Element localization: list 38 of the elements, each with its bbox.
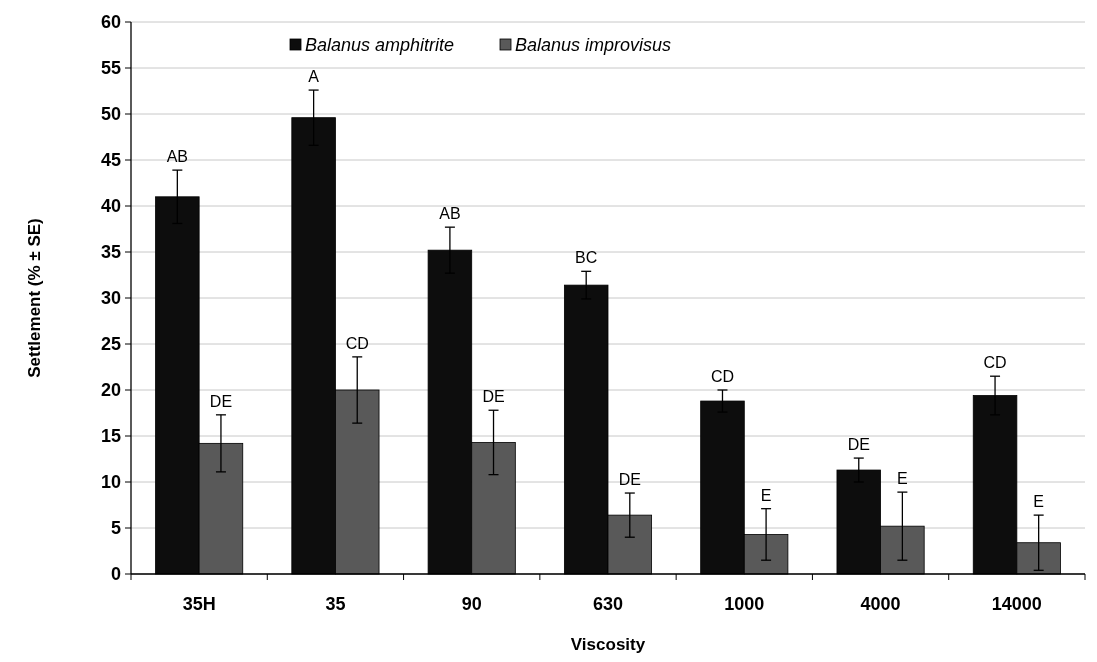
data-label: E [897, 470, 908, 488]
y-tick-label: 35 [100, 242, 121, 263]
data-label: AB [439, 205, 461, 223]
legend-label: Balanus improvisus [515, 35, 672, 56]
y-tick-label: 0 [110, 564, 121, 585]
y-tick-label: 30 [100, 288, 121, 309]
x-tick-label: 14000 [991, 594, 1042, 614]
x-tick-label: 630 [592, 594, 624, 614]
data-label: DE [482, 388, 505, 406]
y-tick-label: 50 [100, 104, 121, 125]
y-axis-title: Settlement (% ± SE) [25, 218, 44, 378]
legend-label: Balanus amphitrite [305, 35, 455, 56]
data-label: DE [847, 436, 870, 454]
y-tick-label: 5 [110, 518, 121, 539]
data-label: DE [618, 471, 641, 489]
x-tick-label: 1000 [724, 594, 765, 614]
y-tick-label: 45 [100, 150, 121, 171]
data-label: DE [209, 392, 233, 410]
x-axis-title: Viscosity [570, 635, 646, 654]
y-tick-label: 10 [100, 472, 121, 493]
data-label: AB [166, 148, 189, 166]
x-tick-label: 35H [182, 594, 216, 614]
y-tick-label: 60 [100, 12, 121, 33]
x-tick-label: 35 [325, 594, 346, 614]
data-label: CD [710, 368, 735, 385]
data-label: E [760, 486, 772, 504]
x-tick-label: 4000 [860, 594, 901, 614]
y-tick-label: 15 [100, 426, 121, 447]
data-label: E [1033, 493, 1044, 511]
data-label: A [308, 68, 320, 86]
y-tick-label: 25 [100, 334, 121, 355]
data-label: BC [575, 249, 598, 267]
y-tick-label: 20 [100, 380, 121, 401]
data-label: CD [983, 354, 1007, 372]
x-tick-label: 90 [461, 594, 482, 614]
y-tick-label: 55 [100, 58, 121, 79]
y-tick-label: 40 [100, 196, 121, 217]
data-label: CD [345, 334, 369, 352]
